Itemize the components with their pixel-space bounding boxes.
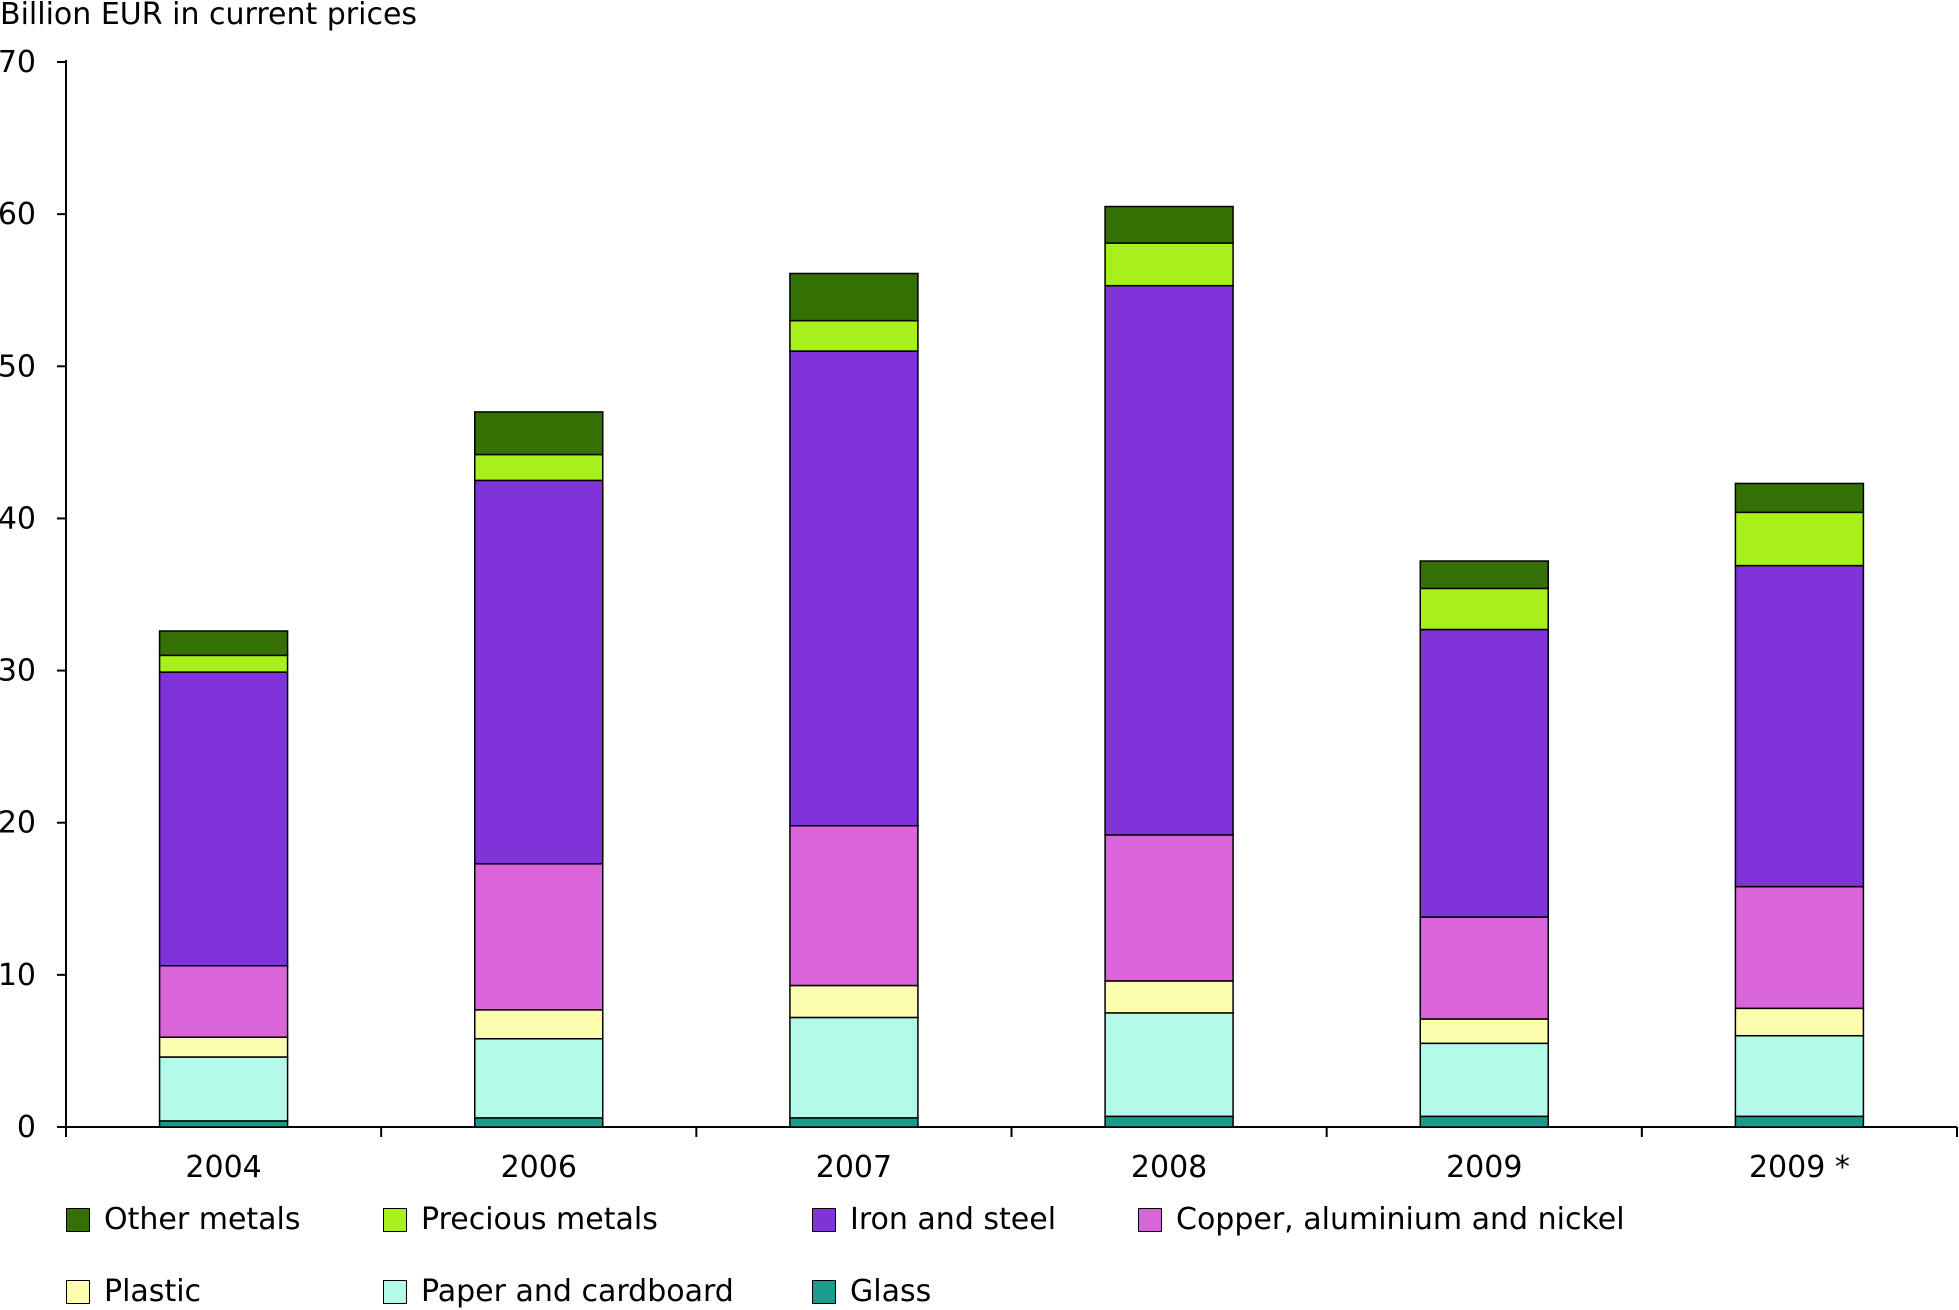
x-tick-label: 2009 * [1749, 1150, 1850, 1185]
bar-plastic-2006 [474, 1009, 604, 1040]
bars [158, 205, 1865, 1128]
bar-iron-and-steel-2006 [474, 479, 604, 865]
bar-copper-aluminium-and-nickel-2006 [474, 863, 604, 1011]
bar-plastic-2007 [789, 984, 919, 1019]
bar-paper-and-cardboard-2006 [474, 1038, 604, 1119]
bar-iron-and-steel-2009 [1419, 628, 1549, 918]
bar-iron-and-steel-2004 [158, 671, 289, 967]
axes [57, 60, 1958, 1137]
y-tick-label: 60 [0, 197, 36, 232]
bar-paper-and-cardboard-2009 [1734, 1034, 1865, 1118]
bar-other-metals-2009 [1734, 482, 1865, 514]
bar-paper-and-cardboard-2009 [1419, 1042, 1549, 1118]
bar-glass-2008 [1104, 1115, 1234, 1128]
bar-precious-metals-2009 [1419, 587, 1549, 631]
y-tick-label: 0 [17, 1110, 36, 1145]
bar-copper-aluminium-and-nickel-2004 [158, 964, 289, 1038]
bar-glass-2009 [1419, 1115, 1549, 1128]
bar-plastic-2004 [158, 1036, 289, 1058]
y-tick-label: 10 [0, 958, 36, 993]
bar-paper-and-cardboard-2007 [789, 1016, 919, 1119]
x-tick-label: 2004 [185, 1150, 261, 1185]
bar-glass-2007 [789, 1117, 919, 1128]
x-tick-label: 2009 [1446, 1150, 1522, 1185]
bar-other-metals-2004 [158, 630, 289, 657]
bar-iron-and-steel-2008 [1104, 284, 1234, 836]
bar-precious-metals-2007 [789, 319, 919, 352]
x-tick-label: 2007 [816, 1150, 892, 1185]
bar-copper-aluminium-and-nickel-2008 [1104, 834, 1234, 982]
bar-glass-2006 [474, 1117, 604, 1128]
y-tick-label: 30 [0, 654, 36, 689]
bar-plastic-2008 [1104, 980, 1234, 1014]
bar-precious-metals-2006 [474, 453, 604, 482]
bar-other-metals-2007 [789, 272, 919, 322]
y-axis-label: Billion EUR in current prices [0, 0, 418, 32]
bar-precious-metals-2009 [1734, 511, 1865, 567]
bar-other-metals-2008 [1104, 205, 1234, 244]
bar-copper-aluminium-and-nickel-2007 [789, 825, 919, 987]
bar-copper-aluminium-and-nickel-2009 [1734, 885, 1865, 1010]
bar-iron-and-steel-2007 [789, 350, 919, 827]
bar-glass-2004 [158, 1120, 289, 1128]
y-tick-label: 20 [0, 806, 36, 841]
bar-paper-and-cardboard-2008 [1104, 1012, 1234, 1118]
bar-precious-metals-2008 [1104, 242, 1234, 287]
bar-plastic-2009 [1734, 1007, 1865, 1037]
y-tick-label: 50 [0, 349, 36, 384]
bar-paper-and-cardboard-2004 [158, 1056, 289, 1122]
bar-other-metals-2009 [1419, 560, 1549, 590]
y-tick-label: 40 [0, 501, 36, 536]
x-tick-label: 2008 [1131, 1150, 1207, 1185]
bar-precious-metals-2004 [158, 654, 289, 673]
bar-glass-2009 [1734, 1115, 1865, 1128]
bar-other-metals-2006 [474, 411, 604, 456]
bar-iron-and-steel-2009 [1734, 564, 1865, 888]
bar-copper-aluminium-and-nickel-2009 [1419, 916, 1549, 1020]
bar-plastic-2009 [1419, 1018, 1549, 1045]
y-tick-label: 70 [0, 45, 36, 80]
tick-labels: 0 10 20 30 40 50 60 70 2004 2006 2007 2008 2009 2009 … [0, 45, 1850, 1185]
x-tick-label: 2006 [501, 1150, 577, 1185]
